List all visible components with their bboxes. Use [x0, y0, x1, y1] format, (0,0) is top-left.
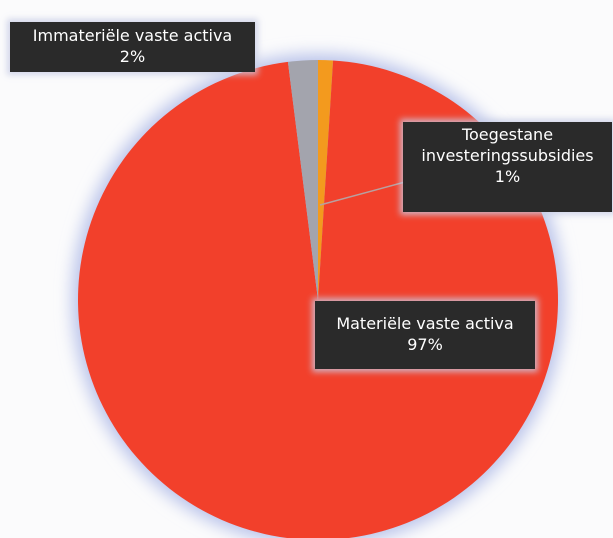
data-label: Toegestane investeringssubsidies 1%	[403, 122, 612, 212]
label-name: Toegestane investeringssubsidies	[421, 125, 594, 165]
label-name: Materiële vaste activa	[336, 314, 514, 333]
pie-slice	[287, 60, 318, 300]
label-value: 1%	[494, 167, 521, 186]
label-value: 2%	[119, 47, 146, 66]
data-label: Immateriële vaste activa 2%	[10, 22, 255, 72]
label-value: 97%	[407, 335, 443, 354]
leader-line	[319, 181, 406, 206]
pie-slice	[318, 60, 334, 300]
data-label: Materiële vaste activa 97%	[315, 301, 535, 369]
label-name: Immateriële vaste activa	[32, 26, 233, 45]
